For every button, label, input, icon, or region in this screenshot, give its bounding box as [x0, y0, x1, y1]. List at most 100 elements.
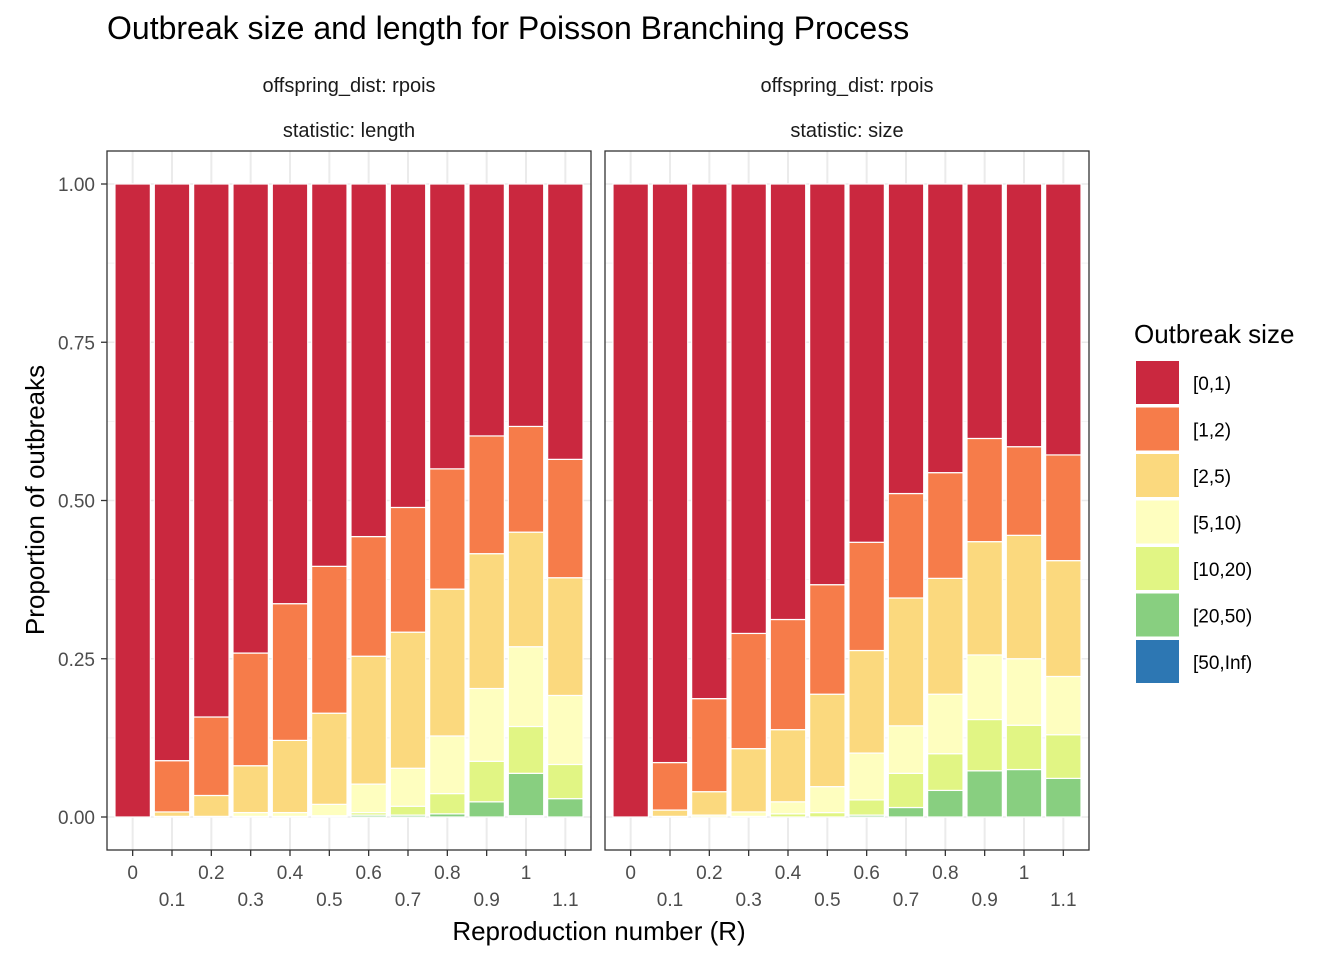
bar-segment — [311, 565, 348, 714]
x-tick-label: 0.9 — [473, 890, 499, 911]
x-tick-label: 1.1 — [1050, 890, 1076, 911]
bar-segment — [350, 535, 387, 657]
legend: Outbreak size [0,1) [1,2) [2,5) [5,10) [10,2… — [1134, 319, 1294, 683]
bar-segment — [1045, 734, 1082, 779]
legend-key — [1136, 454, 1179, 497]
x-tick-label: 0.7 — [893, 890, 919, 911]
bar-segment — [927, 693, 964, 755]
legend-label: [20,50) — [1193, 607, 1252, 628]
legend-key — [1136, 593, 1179, 637]
bar-segment — [887, 725, 925, 774]
bar-segment — [153, 811, 191, 817]
bar-segment — [547, 183, 584, 460]
facet-panel-length: offspring_dist: rpois statistic: length … — [106, 75, 592, 911]
bar-segment — [848, 752, 885, 801]
legend-label: [0,1) — [1193, 374, 1231, 395]
bar-segment — [887, 597, 925, 727]
bar-segment — [966, 654, 1003, 721]
bar-segment — [848, 799, 885, 816]
y-axis: 0.00 0.25 0.50 0.75 1.00 — [58, 175, 107, 829]
bar-segment — [507, 725, 545, 774]
bar-segment — [468, 760, 505, 803]
x-tick-label: 0.6 — [355, 863, 381, 884]
bar-segment — [271, 603, 309, 742]
bar-segment — [389, 805, 427, 816]
bar-segment — [389, 631, 427, 769]
bar-segment — [193, 794, 230, 817]
bar-segment — [1045, 675, 1082, 736]
y-tick-label: 1.00 — [58, 175, 95, 196]
x-tick-label: 0.2 — [696, 863, 722, 884]
bar-segment — [769, 729, 807, 803]
bar-segment — [429, 468, 466, 590]
bar-segment — [1045, 183, 1082, 456]
bar-segment — [612, 183, 649, 818]
bar-segment — [1005, 768, 1043, 818]
bar-segment — [730, 632, 767, 750]
strip-offspring-dist-left: offspring_dist: rpois — [262, 75, 435, 97]
x-tick-label: 0.5 — [814, 890, 840, 911]
bar-segment — [389, 183, 427, 509]
bar-segment — [232, 765, 269, 814]
legend-label: [10,20) — [1193, 560, 1252, 581]
bar-segment — [429, 792, 466, 815]
bar-segment — [966, 718, 1003, 772]
bar-segment — [809, 584, 846, 695]
bar-segment — [927, 183, 964, 474]
y-tick-label: 0.50 — [58, 492, 95, 513]
y-tick-label: 0.25 — [58, 650, 95, 671]
bar-segment — [1005, 724, 1043, 771]
bar-segment — [271, 739, 309, 814]
x-tick-label: 0.1 — [657, 890, 683, 911]
bar-segment — [1045, 777, 1082, 818]
bar-segment — [1005, 183, 1043, 448]
x-tick-label: 0.6 — [853, 863, 879, 884]
bar-segment — [691, 183, 728, 700]
bar-segment — [809, 693, 846, 788]
bar-segment — [429, 588, 466, 737]
bar-segment — [468, 435, 505, 555]
x-tick-label: 0.2 — [198, 863, 224, 884]
bar-segment — [809, 183, 846, 586]
bar-segment — [468, 553, 505, 690]
bar-segment — [966, 770, 1003, 818]
bar-segment — [429, 183, 466, 470]
bar-segment — [1005, 446, 1043, 536]
bar-segment — [809, 811, 846, 818]
bar-segment — [730, 748, 767, 813]
bar-segment — [927, 472, 964, 579]
bar-segment — [809, 786, 846, 814]
bar-segment — [350, 783, 387, 814]
bar-segment — [114, 183, 151, 818]
bar-segment — [429, 735, 466, 795]
x-tick-label: 0.4 — [775, 863, 802, 884]
bar-segment — [1005, 534, 1043, 660]
bar-segment — [769, 183, 807, 621]
bar-segment — [271, 183, 309, 605]
x-tick-label: 1.1 — [552, 890, 578, 911]
bar-segment — [887, 492, 925, 599]
x-tick-label: 1 — [521, 863, 532, 884]
bar-segment — [691, 698, 728, 793]
x-tick-label: 0.3 — [735, 890, 761, 911]
bar-segment — [507, 183, 545, 428]
bar-segment — [927, 753, 964, 792]
bar-segment — [507, 772, 545, 817]
bar-segment — [691, 791, 728, 816]
legend-label: [50,Inf) — [1193, 653, 1252, 674]
bar-segment — [350, 655, 387, 785]
legend-title: Outbreak size — [1134, 319, 1294, 349]
legend-key — [1136, 361, 1179, 404]
bar-segment — [232, 183, 269, 654]
bar-segment — [389, 506, 427, 633]
bar-segment — [966, 541, 1003, 656]
bar-segment — [769, 801, 807, 815]
x-tick-label: 0.7 — [395, 890, 421, 911]
y-tick-label: 0.75 — [58, 333, 95, 354]
bar-segment — [547, 577, 584, 697]
facet-panel-size: offspring_dist: rpois statistic: size 00… — [604, 75, 1090, 911]
legend-label: [5,10) — [1193, 514, 1242, 535]
x-tick-label: 0.5 — [316, 890, 342, 911]
legend-label: [1,2) — [1193, 421, 1231, 442]
bar-segment — [848, 541, 885, 652]
